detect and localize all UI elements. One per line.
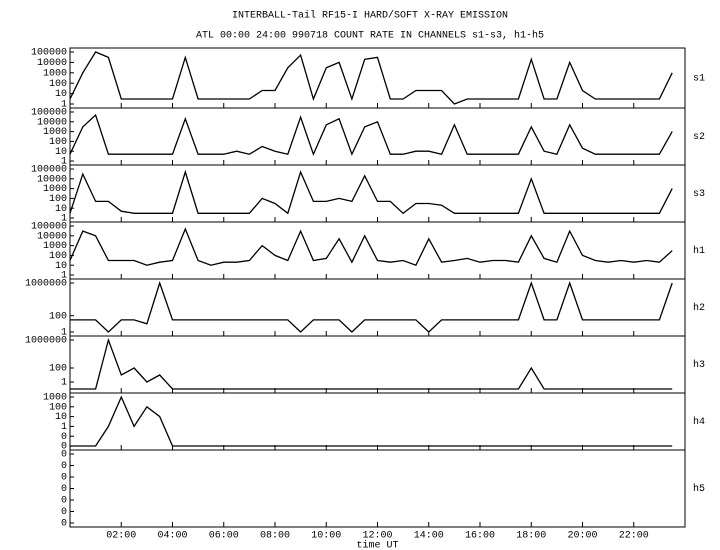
y-tick-label: 100000 xyxy=(31,165,67,176)
x-tick-label: 16:00 xyxy=(465,531,495,542)
data-line xyxy=(70,395,673,447)
panel-label: h4 xyxy=(693,416,705,428)
data-line xyxy=(69,51,673,105)
y-tick-label: 0 xyxy=(61,473,67,484)
y-tick-label: 0 xyxy=(61,461,67,472)
y-tick-label: 1000000 xyxy=(25,279,67,290)
y-tick-label: 0 xyxy=(61,442,67,453)
y-tick-label: 0 xyxy=(61,519,67,530)
y-tick-label: 100 xyxy=(49,194,67,205)
y-tick-label: 1000000 xyxy=(25,336,67,347)
y-tick-label: 100 xyxy=(49,137,67,148)
data-line xyxy=(70,337,673,390)
panel-label: h3 xyxy=(693,359,705,371)
y-tick-label: 100 xyxy=(49,79,67,90)
x-tick-label: 04:00 xyxy=(157,531,187,542)
y-tick-label: 1 xyxy=(61,214,67,225)
y-tick-label: 1 xyxy=(61,271,67,282)
y-tick-label: 100 xyxy=(49,311,67,322)
panel-frame xyxy=(69,335,686,394)
y-tick-label: 1 xyxy=(61,100,67,111)
y-tick-label: 10 xyxy=(55,412,67,423)
y-tick-label: 100 xyxy=(49,402,67,413)
x-tick-label: 10:00 xyxy=(311,531,341,542)
x-tick-label: 22:00 xyxy=(619,531,649,542)
y-tick-label: 100 xyxy=(49,251,67,262)
panel-label: s2 xyxy=(693,132,705,143)
y-tick-label: 10 xyxy=(55,147,67,158)
panel-frame xyxy=(69,221,686,280)
y-tick-label: 10000 xyxy=(37,174,67,185)
y-tick-label: 0 xyxy=(61,432,67,443)
panel-label: s1 xyxy=(693,74,705,85)
x-tick-label: 18:00 xyxy=(516,531,546,542)
y-tick-label: 1 xyxy=(61,378,67,389)
panel-label: h2 xyxy=(693,302,705,314)
data-line xyxy=(69,113,673,156)
y-tick-label: 10000 xyxy=(37,117,67,128)
x-tick-label: 08:00 xyxy=(260,531,290,542)
y-tick-label: 100 xyxy=(49,364,67,375)
y-tick-label: 10000 xyxy=(37,231,67,242)
y-tick-label: 10 xyxy=(55,204,67,215)
x-tick-label: 02:00 xyxy=(106,531,136,542)
y-tick-label: 100000 xyxy=(31,108,67,119)
y-tick-label: 1000 xyxy=(43,184,67,195)
panel-frame xyxy=(69,107,686,166)
x-tick-label: 20:00 xyxy=(567,531,597,542)
x-axis-label: time UT xyxy=(356,540,398,550)
panel-label: h1 xyxy=(693,245,705,257)
y-tick-label: 1 xyxy=(61,157,67,168)
panel-frame xyxy=(69,278,686,337)
y-tick-label: 0 xyxy=(61,484,67,495)
panel-label: s3 xyxy=(693,189,705,200)
y-tick-label: 1 xyxy=(61,328,67,339)
y-tick-label: 1000 xyxy=(43,127,67,138)
data-line xyxy=(69,169,673,215)
x-tick-label: 06:00 xyxy=(209,531,239,542)
y-tick-label: 10 xyxy=(55,261,67,272)
data-line xyxy=(70,280,673,333)
panel-label: h5 xyxy=(693,483,705,495)
y-tick-label: 1 xyxy=(61,422,67,433)
y-tick-label: 1000 xyxy=(43,68,67,79)
x-tick-label: 12:00 xyxy=(362,531,392,542)
y-tick-label: 0 xyxy=(61,496,67,507)
y-tick-label: 10 xyxy=(55,89,67,100)
y-tick-label: 10000 xyxy=(37,58,67,69)
y-tick-label: 100000 xyxy=(31,222,67,233)
x-tick-label: 14:00 xyxy=(414,531,444,542)
y-tick-label: 1000 xyxy=(43,241,67,252)
chart-subtitle: ATL 00:00 24:00 990718 COUNT RATE IN CHA… xyxy=(196,30,544,42)
chart-title: INTERBALL-Tail RF15-I HARD/SOFT X-RAY EM… xyxy=(232,10,508,22)
panel-frame xyxy=(69,449,686,528)
y-tick-label: 0 xyxy=(61,507,67,518)
data-line xyxy=(69,227,673,267)
y-tick-label: 1000 xyxy=(43,393,67,404)
y-tick-label: 100000 xyxy=(31,48,67,59)
y-tick-label: 0 xyxy=(61,450,67,461)
